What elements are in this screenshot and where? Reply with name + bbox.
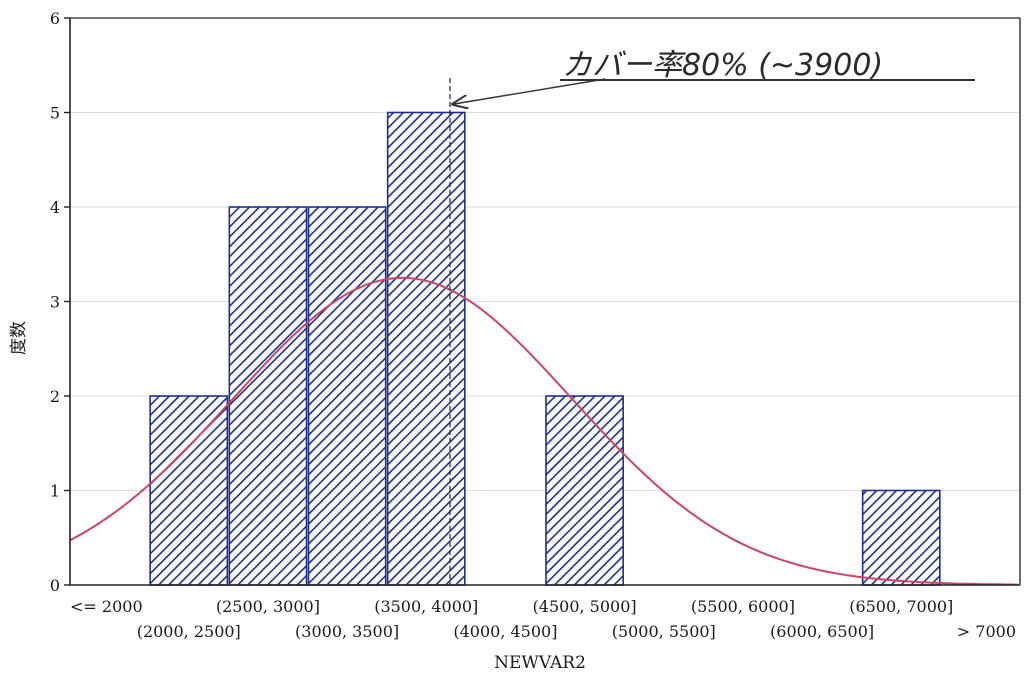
y-axis-label: 度数 <box>9 321 29 355</box>
y-tick-label: 5 <box>50 104 60 123</box>
y-ticks: 0 1 2 3 4 5 6 <box>50 9 70 595</box>
x-tick-label: (3500, 4000] <box>374 597 478 616</box>
x-tick-label: (4000, 4500] <box>453 622 557 641</box>
x-ticks: <= 2000 (2000, 2500] (2500, 3000] (3000, 35… <box>70 597 1016 641</box>
bars-group <box>149 111 941 586</box>
x-tick-label: > 7000 <box>957 622 1016 641</box>
x-tick-label: (4500, 5000] <box>533 597 637 616</box>
bar <box>228 206 308 586</box>
x-tick-label: (2000, 2500] <box>137 622 241 641</box>
y-tick-label: 6 <box>50 9 60 28</box>
bar <box>307 206 387 586</box>
bar <box>545 395 624 586</box>
y-tick-label: 4 <box>50 198 60 217</box>
x-tick-label: <= 2000 <box>70 597 143 616</box>
x-tick-label: (6000, 6500] <box>770 622 874 641</box>
x-tick-label: (5000, 5500] <box>612 622 716 641</box>
annotation-text: カバー率80% (~3900) <box>562 48 883 83</box>
bar <box>861 489 941 586</box>
x-axis-label: NEWVAR2 <box>494 653 586 673</box>
y-tick-label: 3 <box>50 293 60 312</box>
y-tick-label: 1 <box>50 482 60 501</box>
y-tick-label: 2 <box>50 387 60 406</box>
annotation-leader <box>454 78 606 104</box>
x-tick-label: (3000, 3500] <box>295 622 399 641</box>
x-tick-label: (5500, 6000] <box>691 597 795 616</box>
normal-curve <box>69 276 1018 586</box>
bar <box>386 111 466 586</box>
y-tick-label: 0 <box>50 576 60 595</box>
bar <box>149 395 229 586</box>
x-tick-label: (2500, 3000] <box>216 597 320 616</box>
x-tick-label: (6500, 7000] <box>849 597 953 616</box>
